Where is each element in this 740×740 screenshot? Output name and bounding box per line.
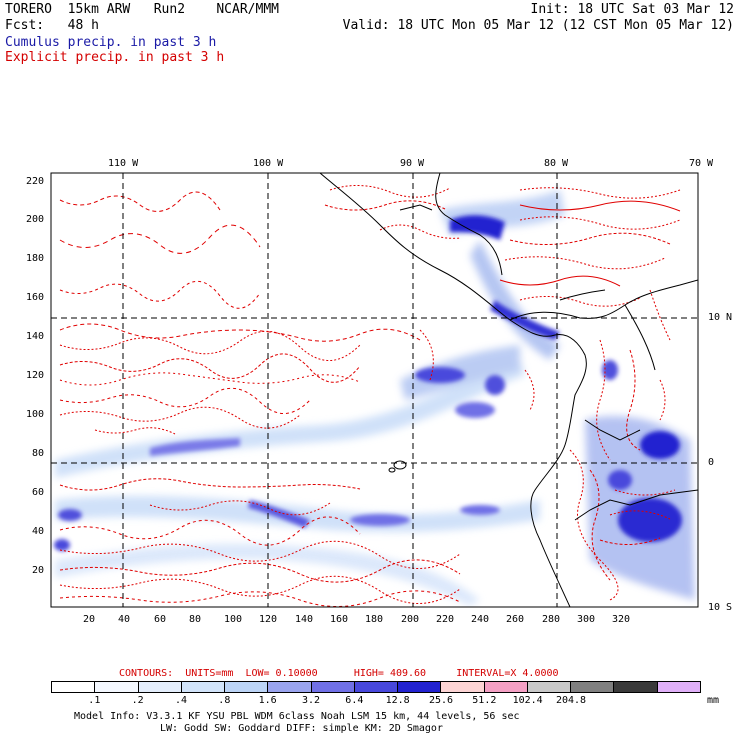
cumulus-precip-cores: [54, 215, 682, 551]
x-tick: 240: [471, 614, 490, 625]
x-tick: 220: [436, 614, 455, 625]
colorbar-cell: [52, 682, 96, 692]
colorbar-label: 51.2: [472, 695, 497, 706]
y-tick: 60: [32, 487, 45, 498]
x-tick: 80: [189, 614, 202, 625]
x-tick: 180: [365, 614, 384, 625]
colorbar-unit: mm: [707, 695, 720, 706]
fcst-label: Fcst:: [5, 18, 45, 33]
contour-info: CONTOURS: UNITS=mm LOW= 0.10000 HIGH= 40…: [119, 668, 559, 679]
model-resolution: 15km ARW: [67, 2, 131, 17]
colorbar-cell: [398, 682, 442, 692]
y-tick: 20: [32, 565, 45, 576]
colorbar-cell: [614, 682, 658, 692]
lat-label-10s: 10 S: [708, 602, 733, 613]
colorbar-label: 6.4: [345, 695, 364, 706]
y-tick: 120: [26, 370, 45, 381]
colorbar-label: 204.8: [555, 695, 587, 706]
init-time: Init: 18 UTC Sat 03 Mar 12: [530, 2, 735, 17]
y-tick: 200: [26, 214, 45, 225]
x-tick: 320: [612, 614, 631, 625]
colorbar-cell: [95, 682, 139, 692]
colorbar-cell: [484, 682, 528, 692]
x-tick: 140: [295, 614, 314, 625]
colorbar-cell: [441, 682, 485, 692]
lat-label-0: 0: [708, 457, 715, 468]
model-info: Model Info: V3.3.1 KF YSU PBL WDM 6class…: [74, 711, 520, 722]
colorbar-cell: [225, 682, 269, 692]
colorbar-cell: [311, 682, 355, 692]
lon-label-90w: 90 W: [400, 158, 425, 169]
lon-label-110w: 110 W: [108, 158, 139, 169]
colorbar-label: .8: [218, 695, 231, 706]
colorbar-label: 1.6: [258, 695, 277, 706]
colorbar-cell: [571, 682, 615, 692]
field-explicit-label: Explicit precip. in past 3 h: [5, 50, 225, 65]
precip-colorbar: [51, 681, 701, 693]
x-tick: 160: [330, 614, 349, 625]
forecast-hour: Fcst: 48 h: [5, 18, 99, 33]
y-tick: 160: [26, 292, 45, 303]
colorbar-label: 25.6: [428, 695, 454, 706]
fcst-value: 48 h: [67, 18, 99, 33]
lon-label-70w: 70 W: [689, 158, 714, 169]
coastlines: [319, 173, 698, 607]
contour-interval: INTERVAL=X 4.0000: [456, 668, 559, 679]
model-name: TORERO: [5, 2, 52, 17]
x-tick: 40: [118, 614, 131, 625]
colorbar-cell: [138, 682, 182, 692]
organization: NCAR/MMM: [216, 2, 279, 17]
contour-high: HIGH= 409.60: [353, 668, 427, 679]
explicit-precip-contours: [59, 185, 681, 607]
map-content: [51, 173, 698, 607]
x-tick: 280: [542, 614, 561, 625]
colorbar-label: .2: [131, 695, 144, 706]
x-tick: 300: [577, 614, 596, 625]
y-tick: 100: [26, 409, 45, 420]
x-tick: 100: [224, 614, 243, 625]
y-tick: 40: [32, 526, 45, 537]
y-tick: 80: [32, 448, 45, 459]
colorbar-label: 102.4: [512, 695, 543, 706]
valid-time: Valid: 18 UTC Mon 05 Mar 12 (12 CST Mon …: [342, 18, 734, 33]
y-tick: 140: [26, 331, 45, 342]
colorbar-label: 12.8: [385, 695, 410, 706]
field-cumulus-label: Cumulus precip. in past 3 h: [5, 35, 217, 50]
contour-low: LOW= 0.10000: [245, 668, 318, 679]
lat-lon-grid: [51, 173, 698, 607]
colorbar-cell: [354, 682, 399, 692]
physics-info: LW: Godd SW: Goddard DIFF: simple KM: 2D…: [160, 723, 443, 734]
colorbar-label: 3.2: [301, 695, 321, 706]
y-tick: 220: [26, 176, 45, 187]
run-name: Run2: [153, 2, 186, 17]
colorbar-label: .4: [174, 695, 188, 706]
model-title: TORERO 15km ARW Run2 NCAR/MMM: [5, 2, 279, 17]
x-tick: 60: [154, 614, 167, 625]
x-tick: 200: [401, 614, 420, 625]
lat-label-10n: 10 N: [708, 312, 733, 323]
contour-label: CONTOURS:: [119, 668, 174, 679]
y-tick: 180: [26, 253, 45, 264]
x-tick: 120: [259, 614, 278, 625]
colorbar-label: .1: [88, 695, 101, 706]
colorbar-cell: [527, 682, 572, 692]
contour-units: UNITS=mm: [185, 668, 234, 679]
colorbar-cell: [268, 682, 312, 692]
lon-label-80w: 80 W: [544, 158, 569, 169]
x-tick: 20: [83, 614, 96, 625]
x-tick: 260: [506, 614, 525, 625]
colorbar-cell: [181, 682, 226, 692]
map-frame: [50, 172, 699, 608]
lon-label-100w: 100 W: [253, 158, 284, 169]
colorbar-cell: [657, 682, 700, 692]
